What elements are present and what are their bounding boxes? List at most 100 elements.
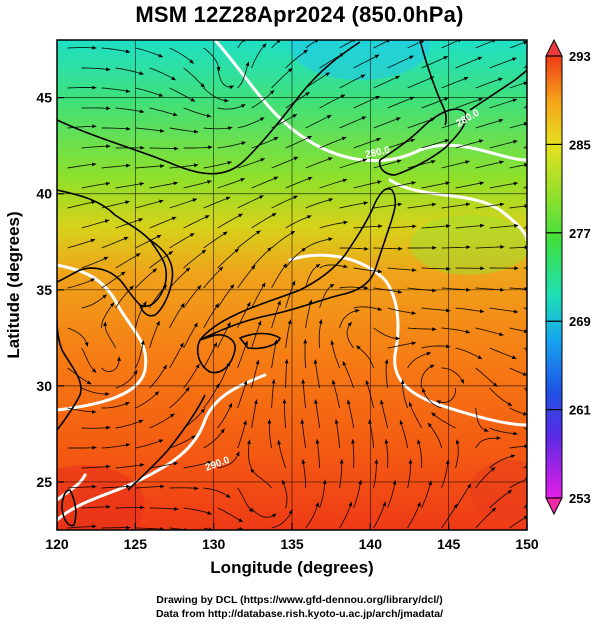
streamline [81, 294, 107, 309]
streamline-arrowhead [290, 231, 295, 235]
streamline [475, 77, 503, 89]
streamline [271, 300, 281, 329]
streamline-arrowhead [162, 364, 167, 370]
streamline [373, 117, 401, 129]
streamline [237, 487, 254, 513]
streamline-arrowhead [293, 156, 299, 161]
streamline [250, 468, 272, 489]
streamline-arrowhead [201, 249, 206, 254]
streamline [67, 87, 97, 89]
streamline-arrowhead [162, 285, 167, 290]
streamline [115, 285, 134, 309]
streamline-arrowhead [314, 399, 318, 404]
streamline-arrowhead [106, 425, 111, 430]
streamline [407, 117, 435, 129]
coast-kyushu [196, 334, 236, 374]
streamline [420, 364, 435, 389]
colorbar-body [545, 55, 563, 499]
streamline [149, 507, 179, 510]
streamline-arrowhead [464, 118, 469, 123]
streamline-arrowhead [480, 266, 485, 271]
streamline [353, 225, 383, 229]
streamline [339, 201, 368, 209]
streamline-arrowhead [91, 368, 97, 373]
streamline [285, 319, 292, 349]
streamline [217, 103, 246, 110]
streamline-arrowhead [282, 399, 287, 404]
streamline [489, 489, 513, 509]
streamline [135, 268, 158, 289]
streamline-arrowhead [282, 263, 287, 268]
streamline-arrowhead [365, 380, 370, 385]
streamline [353, 95, 380, 109]
wind-arrowheads [84, 40, 527, 530]
streamline-arrowhead [491, 467, 496, 472]
streamline [285, 359, 288, 389]
streamline [251, 359, 259, 389]
coast-korea [139, 239, 174, 317]
streamline [217, 451, 240, 469]
streamline-arrowhead [140, 505, 145, 510]
streamline [135, 199, 164, 209]
streamline [421, 225, 451, 229]
streamline-arrowhead [92, 445, 97, 450]
streamline [115, 218, 144, 229]
streamline-arrowhead [192, 198, 197, 203]
streamline-arrowhead [230, 284, 234, 289]
streamline-arrowhead [431, 412, 436, 417]
streamline [81, 426, 111, 429]
streamline [203, 428, 225, 449]
streamline-arrowhead [374, 459, 379, 464]
streamline-arrowhead [343, 220, 348, 225]
streamline [475, 407, 489, 432]
streamline [373, 40, 389, 49]
y-tick-label: 45 [36, 90, 52, 106]
x-tick-label: 150 [515, 536, 539, 552]
streamline-arrowhead [510, 454, 516, 459]
streamline [421, 139, 450, 149]
streamline-arrowhead [325, 72, 330, 77]
streamline [356, 345, 375, 369]
streamline [408, 401, 422, 429]
streamline [149, 364, 167, 389]
streamline [339, 309, 360, 329]
streamline [203, 87, 229, 102]
streamline-arrowhead [103, 321, 107, 327]
streamline [183, 363, 200, 389]
streamline [385, 439, 389, 469]
streamline [135, 391, 160, 409]
streamline [373, 327, 400, 340]
streamline [217, 507, 244, 523]
streamline-arrowhead [395, 75, 400, 80]
streamline-arrowhead [343, 264, 348, 269]
streamline-arrowhead [225, 493, 231, 498]
streamline [475, 119, 504, 129]
streamline-arrowhead [523, 515, 527, 520]
streamline-arrowhead [376, 137, 381, 142]
streamline-arrowhead [284, 359, 289, 364]
streamline [421, 307, 451, 312]
streamline [421, 267, 451, 270]
streamline [475, 161, 504, 169]
streamline-arrowhead [507, 402, 513, 406]
streamline-arrowhead [208, 145, 213, 150]
streamline-arrowhead [250, 468, 255, 473]
streamline-arrowhead [523, 81, 527, 86]
streamline [183, 249, 207, 269]
streamline [318, 319, 322, 349]
streamline [217, 284, 235, 309]
streamline [149, 147, 179, 150]
streamline [436, 388, 457, 403]
streamline-arrowhead [273, 176, 279, 181]
streamline [387, 480, 396, 509]
streamline-arrowhead [499, 160, 504, 165]
streamline-arrowhead [227, 161, 232, 165]
streamline [169, 386, 190, 409]
streamline [319, 136, 347, 149]
streamline [217, 213, 243, 229]
streamline [373, 203, 403, 209]
streamline [421, 181, 450, 189]
streamline [302, 379, 307, 409]
streamline-arrowhead [240, 178, 245, 182]
y-tick-label: 30 [36, 378, 52, 394]
